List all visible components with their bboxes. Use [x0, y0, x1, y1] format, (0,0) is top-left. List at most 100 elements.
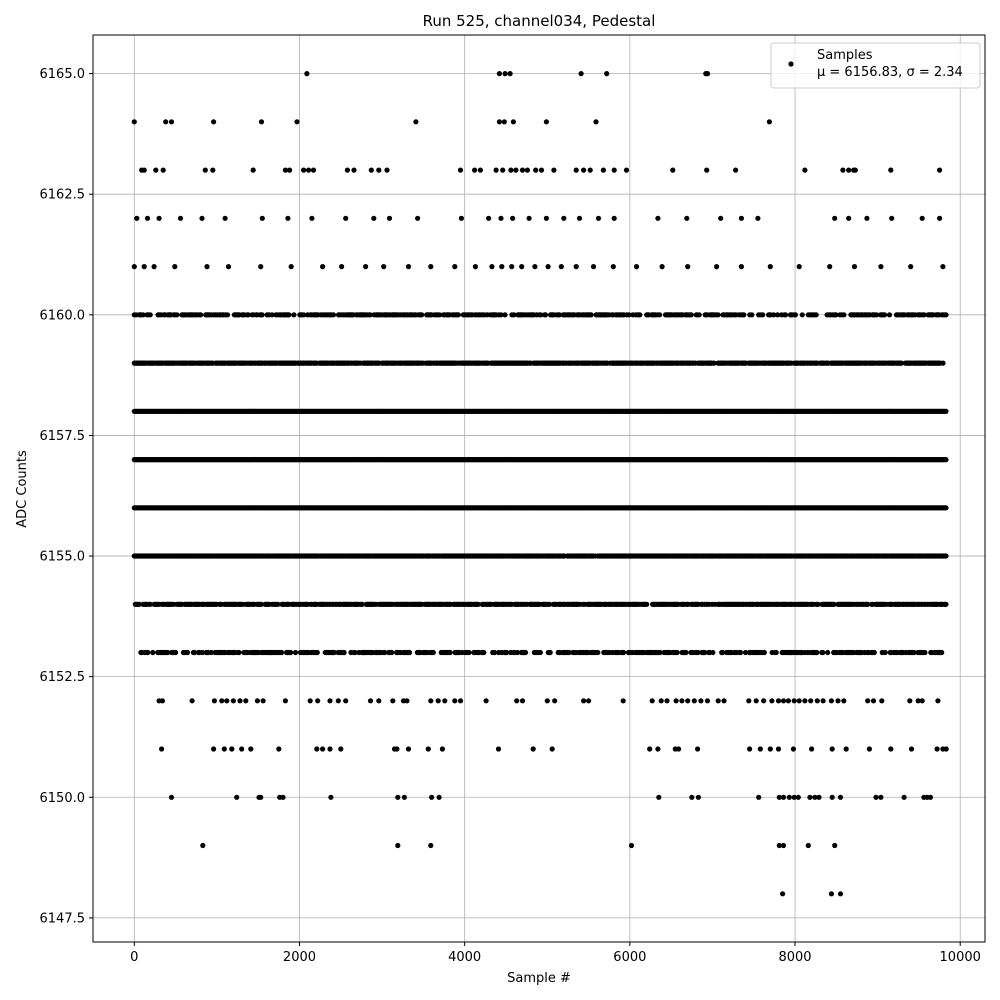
- data-point: [656, 794, 662, 800]
- data-point: [198, 312, 204, 318]
- data-point: [327, 746, 333, 752]
- data-point: [769, 698, 775, 704]
- data-point: [595, 215, 602, 221]
- data-point: [746, 698, 752, 704]
- data-point: [245, 312, 251, 318]
- data-point: [436, 794, 442, 800]
- data-point: [711, 360, 717, 366]
- data-point: [551, 167, 557, 173]
- data-point: [927, 794, 934, 800]
- data-point: [498, 215, 504, 221]
- data-point: [500, 167, 506, 173]
- data-point: [335, 698, 341, 704]
- data-point: [790, 746, 797, 752]
- data-point: [269, 312, 275, 318]
- data-point: [507, 71, 513, 77]
- data-point: [330, 312, 337, 318]
- data-point: [785, 698, 792, 704]
- data-point: [211, 746, 217, 752]
- data-point: [429, 794, 435, 800]
- data-point: [827, 264, 833, 270]
- data-point: [210, 167, 216, 173]
- data-point: [791, 698, 797, 704]
- data-point: [889, 215, 895, 221]
- data-point: [738, 215, 745, 221]
- data-point: [578, 71, 584, 77]
- data-point: [590, 264, 597, 270]
- data-point: [846, 215, 852, 221]
- data-point: [775, 746, 782, 752]
- data-point: [852, 167, 858, 173]
- data-point: [401, 794, 407, 800]
- data-point: [363, 264, 369, 270]
- data-point: [428, 842, 434, 849]
- data-point: [224, 698, 230, 704]
- data-point: [538, 167, 545, 173]
- data-point: [676, 746, 682, 752]
- data-point: [780, 891, 786, 897]
- data-point: [177, 215, 184, 221]
- data-point: [747, 746, 753, 752]
- data-point: [514, 698, 520, 704]
- data-point: [866, 746, 873, 752]
- data-point: [937, 215, 943, 221]
- data-point: [211, 698, 217, 704]
- data-point: [458, 215, 464, 221]
- data-point: [439, 746, 445, 752]
- data-point: [254, 698, 260, 704]
- data-point: [526, 215, 532, 221]
- data-point: [258, 264, 264, 270]
- data-point: [327, 698, 333, 704]
- data-point: [637, 312, 643, 318]
- data-point: [670, 167, 676, 173]
- data-point: [496, 71, 502, 77]
- data-point: [898, 360, 905, 366]
- data-point: [428, 698, 434, 704]
- data-point: [809, 746, 815, 752]
- data-point: [455, 312, 461, 318]
- data-point: [623, 167, 630, 173]
- data-point: [835, 698, 841, 704]
- data-point: [780, 794, 787, 800]
- data-point: [156, 215, 162, 221]
- data-point: [940, 264, 946, 270]
- data-point: [519, 167, 526, 173]
- data-point: [442, 698, 448, 704]
- data-point: [243, 698, 249, 704]
- data-point: [168, 794, 175, 800]
- data-point: [530, 746, 536, 752]
- data-point: [367, 698, 374, 704]
- data-point: [733, 167, 739, 173]
- data-point: [658, 698, 664, 704]
- data-point: [837, 891, 844, 897]
- data-point: [502, 312, 508, 318]
- data-point: [561, 215, 567, 221]
- data-point: [405, 746, 412, 752]
- data-point: [840, 167, 846, 173]
- data-point: [943, 312, 949, 318]
- data-point: [452, 698, 458, 704]
- data-point: [943, 505, 949, 511]
- data-point: [457, 698, 464, 704]
- data-point: [168, 119, 175, 125]
- data-point: [878, 794, 884, 800]
- data-point: [511, 312, 517, 318]
- data-point: [343, 215, 349, 221]
- data-point: [715, 698, 721, 704]
- data-point: [306, 167, 312, 173]
- data-point: [524, 167, 531, 173]
- data-point: [344, 167, 350, 173]
- data-point: [237, 698, 243, 704]
- data-point: [472, 264, 478, 270]
- data-point: [477, 167, 483, 173]
- data-point: [282, 167, 288, 173]
- data-point: [259, 215, 265, 221]
- data-point: [816, 794, 822, 800]
- data-point: [163, 119, 169, 125]
- data-point: [159, 746, 165, 752]
- data-point: [864, 215, 870, 221]
- data-point: [496, 119, 502, 125]
- data-point: [367, 312, 373, 318]
- data-point: [776, 842, 782, 849]
- data-point: [144, 215, 151, 221]
